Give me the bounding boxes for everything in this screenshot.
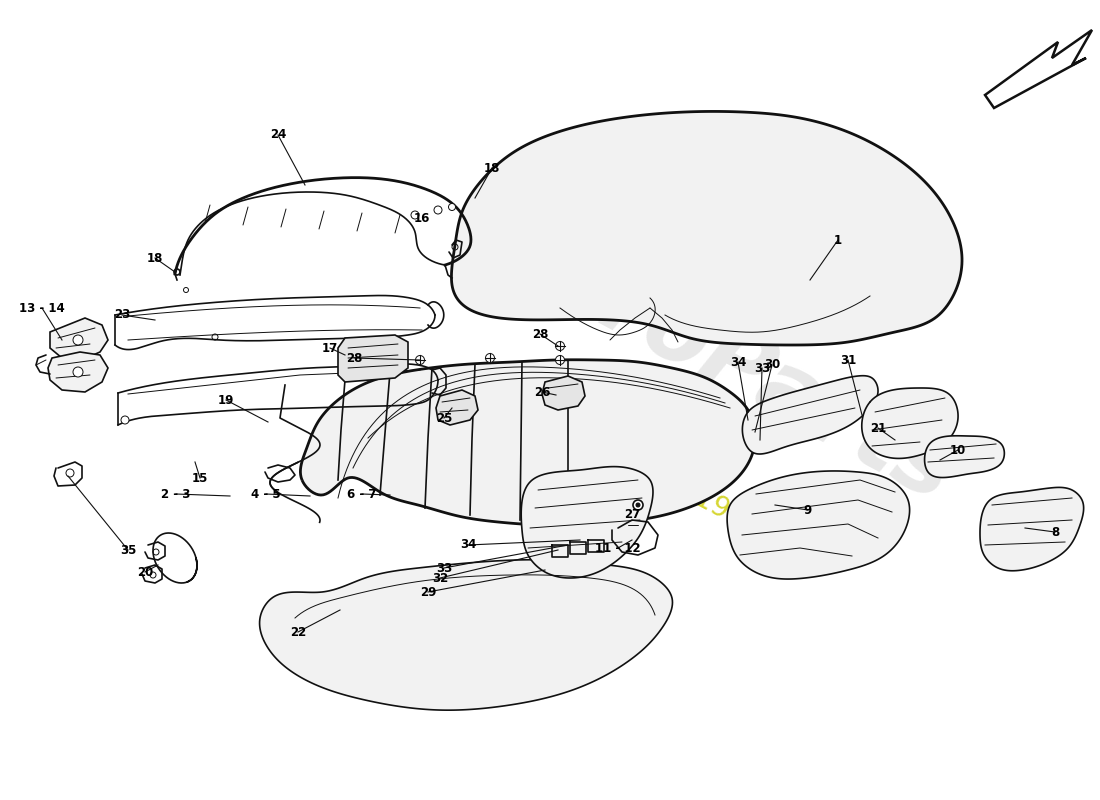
- Text: 25: 25: [436, 411, 452, 425]
- Polygon shape: [436, 390, 478, 425]
- Text: 21: 21: [870, 422, 887, 434]
- Text: 13 - 14: 13 - 14: [19, 302, 65, 314]
- Text: 11 - 12: 11 - 12: [595, 542, 641, 554]
- Polygon shape: [925, 436, 1004, 478]
- Circle shape: [632, 500, 644, 510]
- Polygon shape: [984, 30, 1092, 108]
- Circle shape: [434, 206, 442, 214]
- Text: 20: 20: [136, 566, 153, 578]
- Text: 17: 17: [322, 342, 338, 354]
- Circle shape: [485, 354, 495, 362]
- Text: euroParts: euroParts: [470, 198, 970, 522]
- Text: 32: 32: [432, 571, 448, 585]
- Circle shape: [416, 355, 425, 365]
- Polygon shape: [48, 352, 108, 392]
- Polygon shape: [50, 318, 108, 360]
- Text: 16: 16: [414, 211, 430, 225]
- Circle shape: [66, 469, 74, 477]
- Text: 19: 19: [218, 394, 234, 406]
- Text: 30: 30: [763, 358, 780, 371]
- Text: 9: 9: [804, 503, 812, 517]
- Text: 18: 18: [484, 162, 500, 174]
- Circle shape: [449, 203, 455, 210]
- Circle shape: [73, 335, 82, 345]
- Text: 8: 8: [1050, 526, 1059, 538]
- Text: 15: 15: [191, 471, 208, 485]
- Text: 28: 28: [345, 351, 362, 365]
- Text: 34: 34: [460, 538, 476, 551]
- Text: 33: 33: [754, 362, 770, 374]
- Circle shape: [636, 503, 640, 507]
- Circle shape: [411, 211, 419, 219]
- Text: a passion since 1985: a passion since 1985: [494, 379, 766, 541]
- Polygon shape: [521, 466, 653, 578]
- Text: 10: 10: [950, 443, 966, 457]
- Text: 26: 26: [534, 386, 550, 398]
- Polygon shape: [451, 111, 962, 345]
- Text: 35: 35: [120, 543, 136, 557]
- Circle shape: [73, 367, 82, 377]
- Text: 23: 23: [114, 309, 130, 322]
- Text: 2 - 3: 2 - 3: [162, 487, 190, 501]
- Polygon shape: [742, 376, 878, 454]
- Text: 28: 28: [531, 327, 548, 341]
- Text: 4 - 5: 4 - 5: [251, 487, 280, 501]
- Polygon shape: [727, 471, 910, 579]
- Text: 34: 34: [729, 355, 746, 369]
- Polygon shape: [260, 560, 672, 710]
- Polygon shape: [300, 360, 756, 526]
- Polygon shape: [542, 376, 585, 410]
- Polygon shape: [980, 487, 1084, 570]
- Text: 6 - 7: 6 - 7: [348, 487, 376, 501]
- Polygon shape: [338, 335, 408, 382]
- Text: 18: 18: [146, 251, 163, 265]
- Polygon shape: [861, 388, 958, 458]
- Text: 31: 31: [840, 354, 856, 366]
- Text: 22: 22: [290, 626, 306, 638]
- Circle shape: [556, 342, 564, 350]
- Text: 24: 24: [270, 129, 286, 142]
- Text: 29: 29: [420, 586, 437, 598]
- Circle shape: [556, 355, 564, 365]
- Text: 1: 1: [834, 234, 843, 246]
- Text: 33: 33: [436, 562, 452, 574]
- Text: 27: 27: [624, 509, 640, 522]
- Circle shape: [121, 416, 129, 424]
